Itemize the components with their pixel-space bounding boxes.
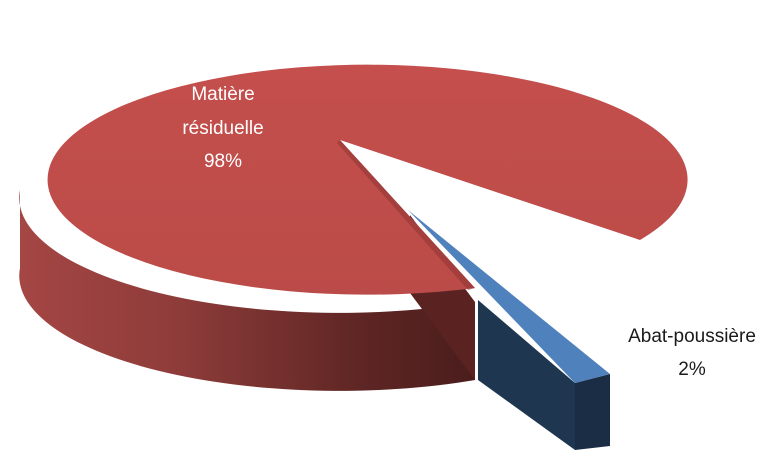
label-abat-poussiere-percent: 2% — [678, 359, 706, 380]
slice-side-abat-poussiere — [478, 300, 575, 450]
label-abat-poussiere-line-1: Abat-poussière — [628, 326, 756, 347]
label-matiere-residuelle-line-2: résiduelle — [182, 118, 263, 139]
slice-abat-poussiere — [408, 210, 610, 383]
slice-front-abat-poussiere — [575, 374, 610, 450]
label-matiere-residuelle-percent: 98% — [204, 151, 242, 172]
slice-matiere-residuelle — [47, 64, 688, 295]
slice-side-matiere-residuelle — [19, 190, 476, 391]
label-matiere-residuelle-line-1: Matière — [191, 84, 254, 105]
slice-shadow-edge — [337, 140, 475, 290]
